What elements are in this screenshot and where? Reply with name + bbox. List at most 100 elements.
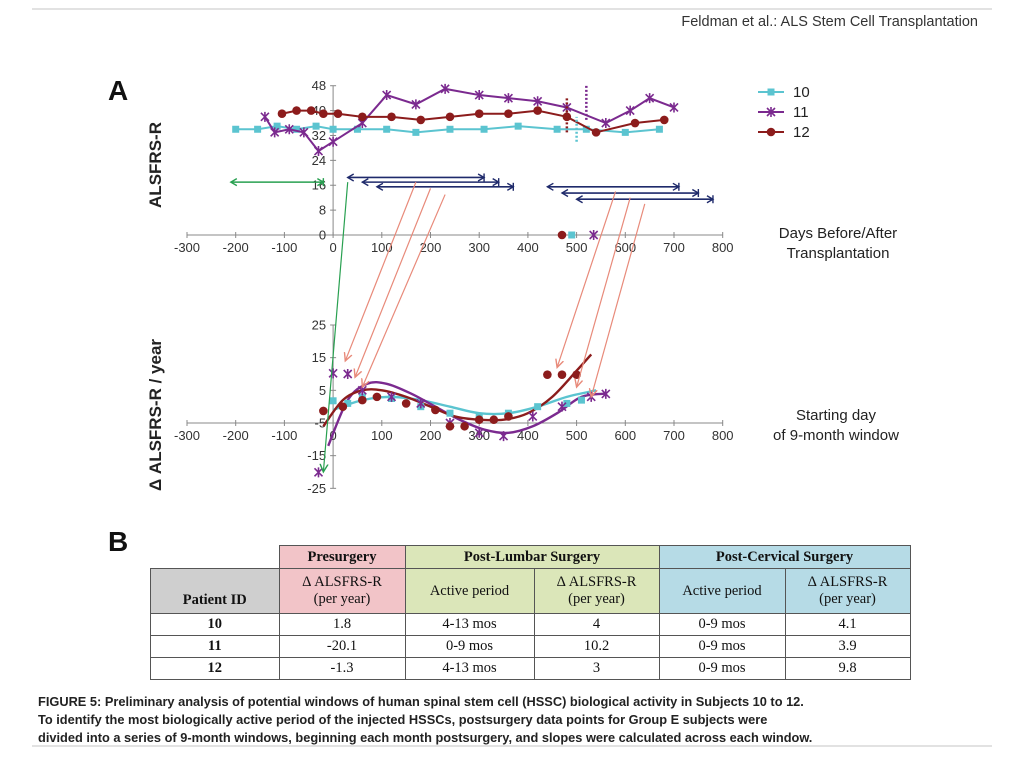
- data-point: [514, 122, 522, 130]
- data-point: [498, 431, 509, 442]
- cervical-header: Post-Cervical Surgery: [658, 545, 911, 569]
- data-point: [557, 230, 567, 240]
- data-point: [528, 411, 538, 422]
- x-tick-label: 100: [371, 240, 393, 255]
- table-row: 12 -1.3 4-13 mos 3 0-9 mos 9.8: [150, 657, 911, 680]
- data-point: [562, 112, 572, 122]
- data-point: [669, 102, 679, 113]
- x-tick-label: 700: [663, 240, 685, 255]
- panel-label-b: B: [108, 526, 129, 557]
- data-point: [553, 125, 561, 133]
- y-axis-label: Δ ALSFRS-R / year: [146, 339, 165, 491]
- data-point: [577, 396, 585, 404]
- data-point: [270, 127, 280, 138]
- data-point: [625, 105, 635, 116]
- data-point: [277, 109, 287, 119]
- data-point: [254, 125, 262, 133]
- data-point: [313, 146, 324, 157]
- data-point: [504, 412, 513, 421]
- data-point: [446, 125, 454, 133]
- window-bar-end: [346, 173, 355, 182]
- x-axis-label: Days Before/After Transplantation: [779, 225, 897, 262]
- data-point: [292, 106, 301, 115]
- legend: 10 11 12: [758, 84, 810, 141]
- data-point: [601, 118, 611, 129]
- data-point: [343, 369, 353, 379]
- data-point: [372, 392, 382, 402]
- data-point: [260, 111, 270, 122]
- lumbar-delta: 10.2: [533, 635, 660, 658]
- data-point: [299, 127, 309, 138]
- data-point: [445, 421, 455, 431]
- patient-id: 10: [150, 613, 280, 636]
- y-tick-label: 48: [312, 78, 326, 93]
- x-tick-label: 200: [420, 240, 442, 255]
- x-axis-label-line: Days Before/After: [779, 225, 897, 242]
- y-axis-label: ALSFRS-R: [146, 122, 165, 208]
- cervical-delta: 4.1: [784, 613, 911, 636]
- data-point: [767, 88, 775, 96]
- data-point: [358, 395, 367, 405]
- data-point: [601, 388, 611, 399]
- data-point: [446, 409, 454, 417]
- data-point: [232, 125, 240, 133]
- data-point: [328, 136, 338, 147]
- window-arrow: [355, 188, 432, 377]
- data-point: [533, 106, 542, 115]
- x-tick-label: 800: [712, 240, 734, 255]
- cervical-period: 0-9 mos: [658, 635, 786, 658]
- data-point: [312, 122, 320, 130]
- legend-label: 12: [793, 124, 810, 141]
- data-point: [630, 118, 640, 128]
- x-tick-label: 400: [517, 240, 539, 255]
- lumbar-active-header: Active period: [404, 568, 535, 614]
- data-point: [333, 109, 343, 119]
- y-tick-label: 8: [319, 203, 326, 218]
- data-point: [766, 127, 776, 137]
- patient-id: 12: [150, 657, 280, 680]
- data-point: [474, 90, 484, 101]
- legend-label: 10: [793, 84, 810, 101]
- table-row: 10 1.8 4-13 mos 4 0-9 mos 4.1: [150, 613, 911, 636]
- window-arrow: [323, 182, 349, 472]
- delta-alsfrs-r-chart: -300 -200 -100 0 100 200 300 400 500 600 700 800-25…: [146, 318, 899, 496]
- x-tick-label: -300: [174, 240, 200, 255]
- chart-overlay: [323, 181, 646, 472]
- data-point: [416, 115, 426, 125]
- lumbar-delta-header: Δ ALSFRS-R (per year): [533, 568, 660, 614]
- data-point: [659, 115, 669, 125]
- data-point: [503, 93, 513, 104]
- data-point: [563, 399, 571, 407]
- window-bar-end: [375, 182, 384, 191]
- pre-delta: -1.3: [278, 657, 406, 680]
- window-arrow: [345, 181, 417, 361]
- data-point: [474, 427, 484, 438]
- cervical-period: 0-9 mos: [658, 613, 786, 636]
- caption-line: To identify the most biologically active…: [38, 712, 768, 727]
- data-point: [329, 125, 337, 133]
- y-tick-label: 0: [319, 228, 326, 243]
- trend-curve: [327, 380, 606, 447]
- x-tick-label: 300: [468, 240, 490, 255]
- x-tick-label: 700: [663, 428, 685, 443]
- data-point: [319, 406, 328, 416]
- window-arrow: [557, 191, 617, 367]
- pre-delta: 1.8: [278, 613, 406, 636]
- y-tick-label: 24: [312, 153, 326, 168]
- series-line-12: [281, 109, 665, 134]
- presurgery-header: Presurgery: [278, 545, 406, 569]
- data-point: [766, 107, 776, 117]
- x-tick-label: 500: [566, 428, 588, 443]
- series-line-11: [264, 87, 675, 153]
- data-point: [440, 83, 450, 94]
- y-tick-label: -15: [307, 448, 326, 463]
- x-tick-label: 400: [517, 428, 539, 443]
- y-tick-label: -25: [307, 481, 326, 496]
- top-rule: [32, 8, 992, 10]
- y-tick-label: -5: [315, 416, 327, 431]
- x-tick-label: 800: [712, 428, 734, 443]
- running-title: Feldman et al.: ALS Stem Cell Transplant…: [681, 14, 978, 30]
- data-point: [504, 109, 513, 119]
- x-axis-label-line: Starting day: [796, 407, 877, 424]
- table-row: 11 -20.1 0-9 mos 10.2 0-9 mos 3.9: [150, 635, 911, 658]
